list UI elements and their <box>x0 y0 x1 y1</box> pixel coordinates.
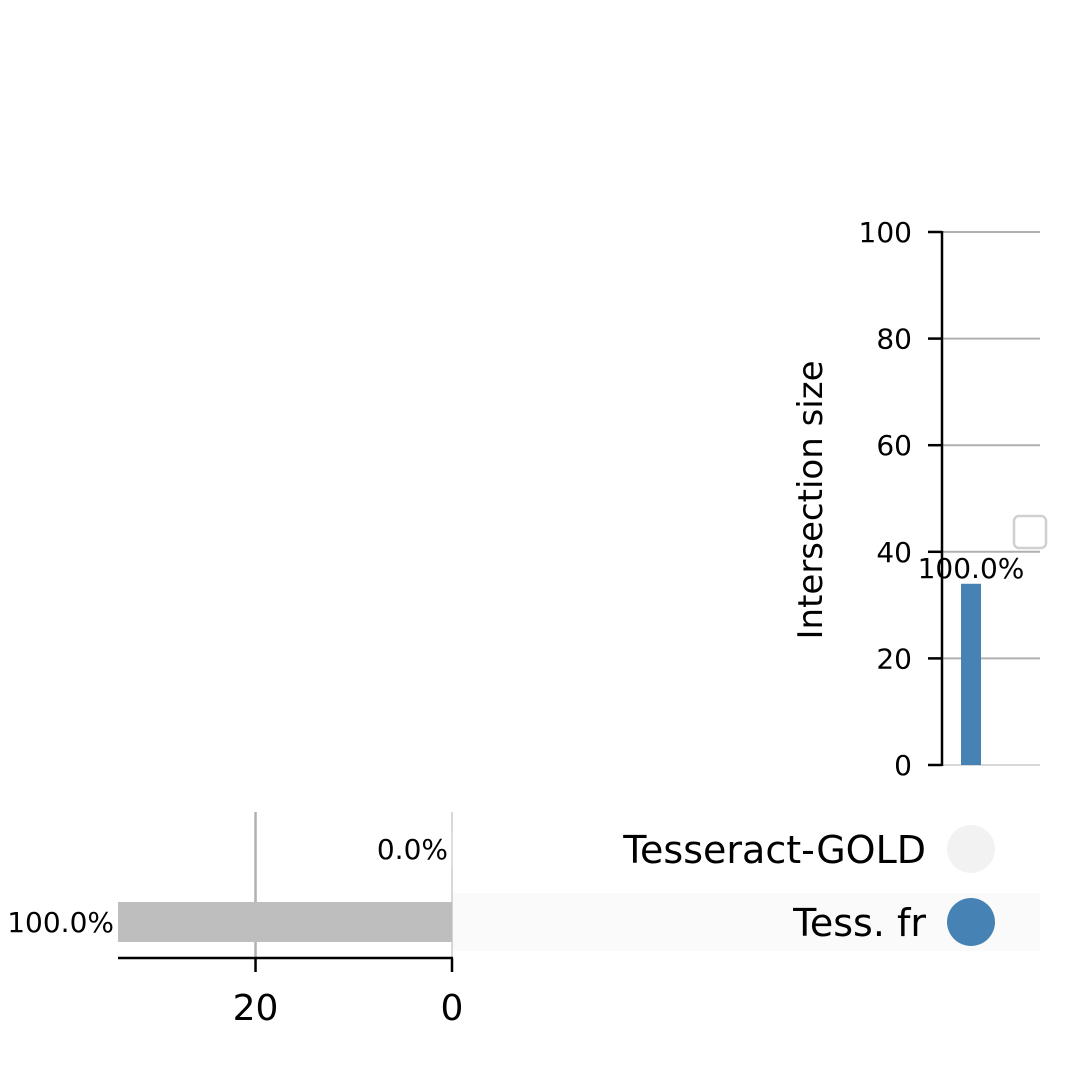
set-size-x-ticks: 20 0 <box>233 958 464 1029</box>
set-size-label-0: 0.0% <box>377 833 448 866</box>
matrix-dot-0-0 <box>947 825 995 873</box>
membership-matrix: Tesseract-GOLD Tess. fr <box>622 825 995 946</box>
intersection-size-panel: 0 20 40 60 80 100 100.0% Intersection size <box>791 216 1048 782</box>
intersection-y-ticks: 0 20 40 60 80 100 <box>859 216 942 782</box>
set-name-0: Tesseract-GOLD <box>622 828 926 872</box>
set-name-1: Tess. fr <box>792 901 926 945</box>
set-size-bar-1 <box>118 902 452 942</box>
set-row-stripe <box>452 893 1040 951</box>
intersection-bar-label-0: 100.0% <box>918 552 1025 585</box>
set-size-bars: 0.0% 100.0% <box>7 831 453 942</box>
y-tick-label-0: 0 <box>894 749 912 782</box>
y-tick-label-5: 100 <box>859 216 912 249</box>
y-tick-label-1: 20 <box>876 642 912 675</box>
x-tick-label-1: 0 <box>441 988 464 1029</box>
matrix-dot-1-0 <box>947 898 995 946</box>
x-tick-label-0: 20 <box>233 988 279 1029</box>
intersection-bar-0 <box>961 583 981 765</box>
intersection-bars: 100.0% <box>918 552 1025 765</box>
set-size-label-1: 100.0% <box>7 906 114 939</box>
empty-legend-box <box>1012 514 1048 550</box>
intersection-y-axis-title: Intersection size <box>791 361 831 640</box>
y-tick-label-2: 40 <box>876 536 912 569</box>
y-tick-label-3: 60 <box>876 429 912 462</box>
set-size-panel: 0.0% 100.0% 20 0 <box>7 812 463 1029</box>
y-tick-label-4: 80 <box>876 323 912 356</box>
intersection-gridlines <box>942 231 1040 660</box>
